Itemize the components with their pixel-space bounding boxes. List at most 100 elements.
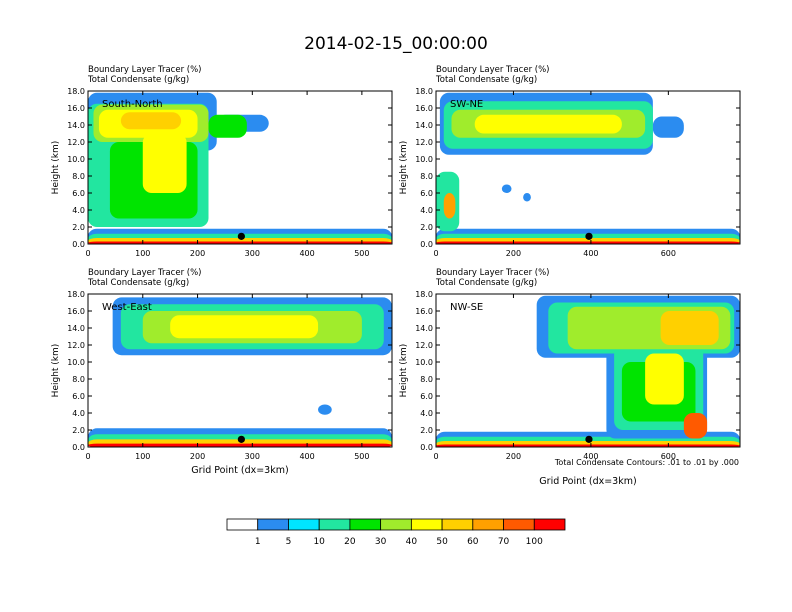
- colorbar-swatch: [257, 518, 289, 531]
- panel-nw-se: Boundary Layer Tracer (%)Total Condensat…: [399, 268, 741, 487]
- panel-west-east: Boundary Layer Tracer (%)Total Condensat…: [51, 268, 393, 476]
- y-tick-label: 4.0: [420, 206, 433, 215]
- tracer-region: [88, 443, 392, 447]
- y-tick-label: 6.0: [420, 392, 433, 401]
- panel-title-variable: Boundary Layer Tracer (%): [436, 65, 550, 75]
- x-tick-label: 500: [354, 249, 369, 258]
- colorbar-label: 1: [255, 537, 261, 547]
- y-axis-label: Height (km): [399, 344, 409, 398]
- x-tick-label: 300: [245, 452, 260, 461]
- y-tick-label: 12.0: [415, 341, 433, 350]
- panels: Boundary Layer Tracer (%)Total Condensat…: [51, 65, 741, 487]
- tracer-region: [683, 413, 708, 439]
- colorbar-swatch: [441, 518, 474, 531]
- tracer-region: [120, 112, 182, 130]
- y-tick-label: 4.0: [420, 409, 433, 418]
- x-tick-label: 400: [583, 452, 598, 461]
- y-tick-label: 18.0: [415, 290, 433, 299]
- panel-title-variable: Boundary Layer Tracer (%): [88, 65, 202, 75]
- contour-footnote: Total Condensate Contours: .01 to .01 by…: [554, 458, 739, 467]
- x-axis-label: Grid Point (dx=3km): [539, 476, 636, 487]
- y-tick-label: 4.0: [72, 409, 85, 418]
- y-tick-label: 6.0: [420, 189, 433, 198]
- tracer-region: [436, 444, 740, 447]
- y-tick-label: 16.0: [415, 307, 433, 316]
- x-tick-label: 400: [299, 452, 314, 461]
- colorbar-swatch: [410, 518, 443, 531]
- tracer-region: [660, 311, 719, 345]
- colorbar-label: 5: [286, 537, 292, 547]
- tracer-region: [318, 404, 332, 415]
- panel-title-variable: Boundary Layer Tracer (%): [88, 268, 202, 278]
- colorbar-label: 30: [375, 537, 387, 547]
- tracer-region: [443, 193, 456, 219]
- x-tick-label: 200: [506, 452, 521, 461]
- plot-frame: [435, 90, 741, 245]
- y-tick-label: 18.0: [67, 290, 85, 299]
- tracer-region: [208, 114, 247, 138]
- y-tick-label: 14.0: [67, 121, 85, 130]
- main-title: 2014-02-15_00:00:00: [304, 34, 488, 54]
- tracer-region: [523, 193, 531, 202]
- tracer-field: [88, 92, 392, 244]
- y-tick-label: 8.0: [420, 172, 433, 181]
- tracer-region: [501, 184, 512, 193]
- tracer-region: [142, 133, 187, 193]
- y-tick-label: 0.0: [420, 240, 433, 249]
- colorbar: 1 5 10 20 30 40 50 60 70 100: [226, 518, 566, 547]
- y-axis-label: Height (km): [51, 141, 61, 195]
- x-tick-label: 400: [299, 249, 314, 258]
- y-tick-label: 6.0: [72, 189, 85, 198]
- plot-frame: [87, 90, 393, 245]
- tracer-region: [88, 241, 392, 244]
- y-tick-label: 10.0: [415, 358, 433, 367]
- x-axis-label: Grid Point (dx=3km): [191, 465, 288, 476]
- x-tick-label: 0: [433, 452, 438, 461]
- y-tick-label: 2.0: [72, 426, 85, 435]
- colorbar-swatch: [472, 518, 504, 531]
- x-tick-label: 400: [583, 249, 598, 258]
- y-tick-label: 12.0: [415, 138, 433, 147]
- y-tick-label: 10.0: [415, 155, 433, 164]
- x-tick-label: 300: [245, 249, 260, 258]
- tracer-region: [474, 114, 622, 134]
- location-marker: [237, 232, 245, 240]
- colorbar-label: 50: [436, 537, 448, 547]
- cross-section-label: NW-SE: [450, 302, 483, 313]
- y-tick-label: 0.0: [72, 443, 85, 452]
- tracer-region: [652, 116, 684, 138]
- x-tick-label: 600: [661, 249, 676, 258]
- colorbar-swatch: [288, 518, 320, 531]
- location-marker: [585, 232, 593, 240]
- y-tick-label: 2.0: [72, 223, 85, 232]
- y-tick-label: 10.0: [67, 358, 85, 367]
- y-tick-label: 12.0: [67, 138, 85, 147]
- panel-title-condensate: Total Condensate (g/kg): [435, 75, 537, 85]
- x-tick-label: 200: [506, 249, 521, 258]
- colorbar-label: 10: [313, 537, 325, 547]
- tracer-region: [170, 315, 319, 339]
- y-tick-label: 14.0: [415, 121, 433, 130]
- cross-section-label: SW-NE: [450, 99, 483, 110]
- x-tick-label: 200: [190, 452, 205, 461]
- panel-title-condensate: Total Condensate (g/kg): [435, 278, 537, 288]
- location-marker: [585, 435, 593, 443]
- panel-title-variable: Boundary Layer Tracer (%): [436, 268, 550, 278]
- cross-section-label: South-North: [102, 99, 163, 110]
- x-tick-label: 100: [135, 452, 150, 461]
- location-marker: [237, 435, 245, 443]
- y-axis-label: Height (km): [399, 141, 409, 195]
- colorbar-label: 20: [344, 537, 356, 547]
- x-tick-label: 0: [433, 249, 438, 258]
- x-tick-label: 0: [85, 249, 90, 258]
- y-tick-label: 4.0: [72, 206, 85, 215]
- colorbar-swatch: [533, 518, 566, 531]
- tracer-region: [436, 241, 740, 244]
- y-tick-label: 2.0: [420, 426, 433, 435]
- plot-frame: [87, 293, 393, 448]
- y-tick-label: 12.0: [67, 341, 85, 350]
- panel-title-condensate: Total Condensate (g/kg): [87, 75, 189, 85]
- y-tick-label: 8.0: [72, 172, 85, 181]
- x-tick-label: 0: [85, 452, 90, 461]
- colorbar-swatch: [349, 518, 382, 531]
